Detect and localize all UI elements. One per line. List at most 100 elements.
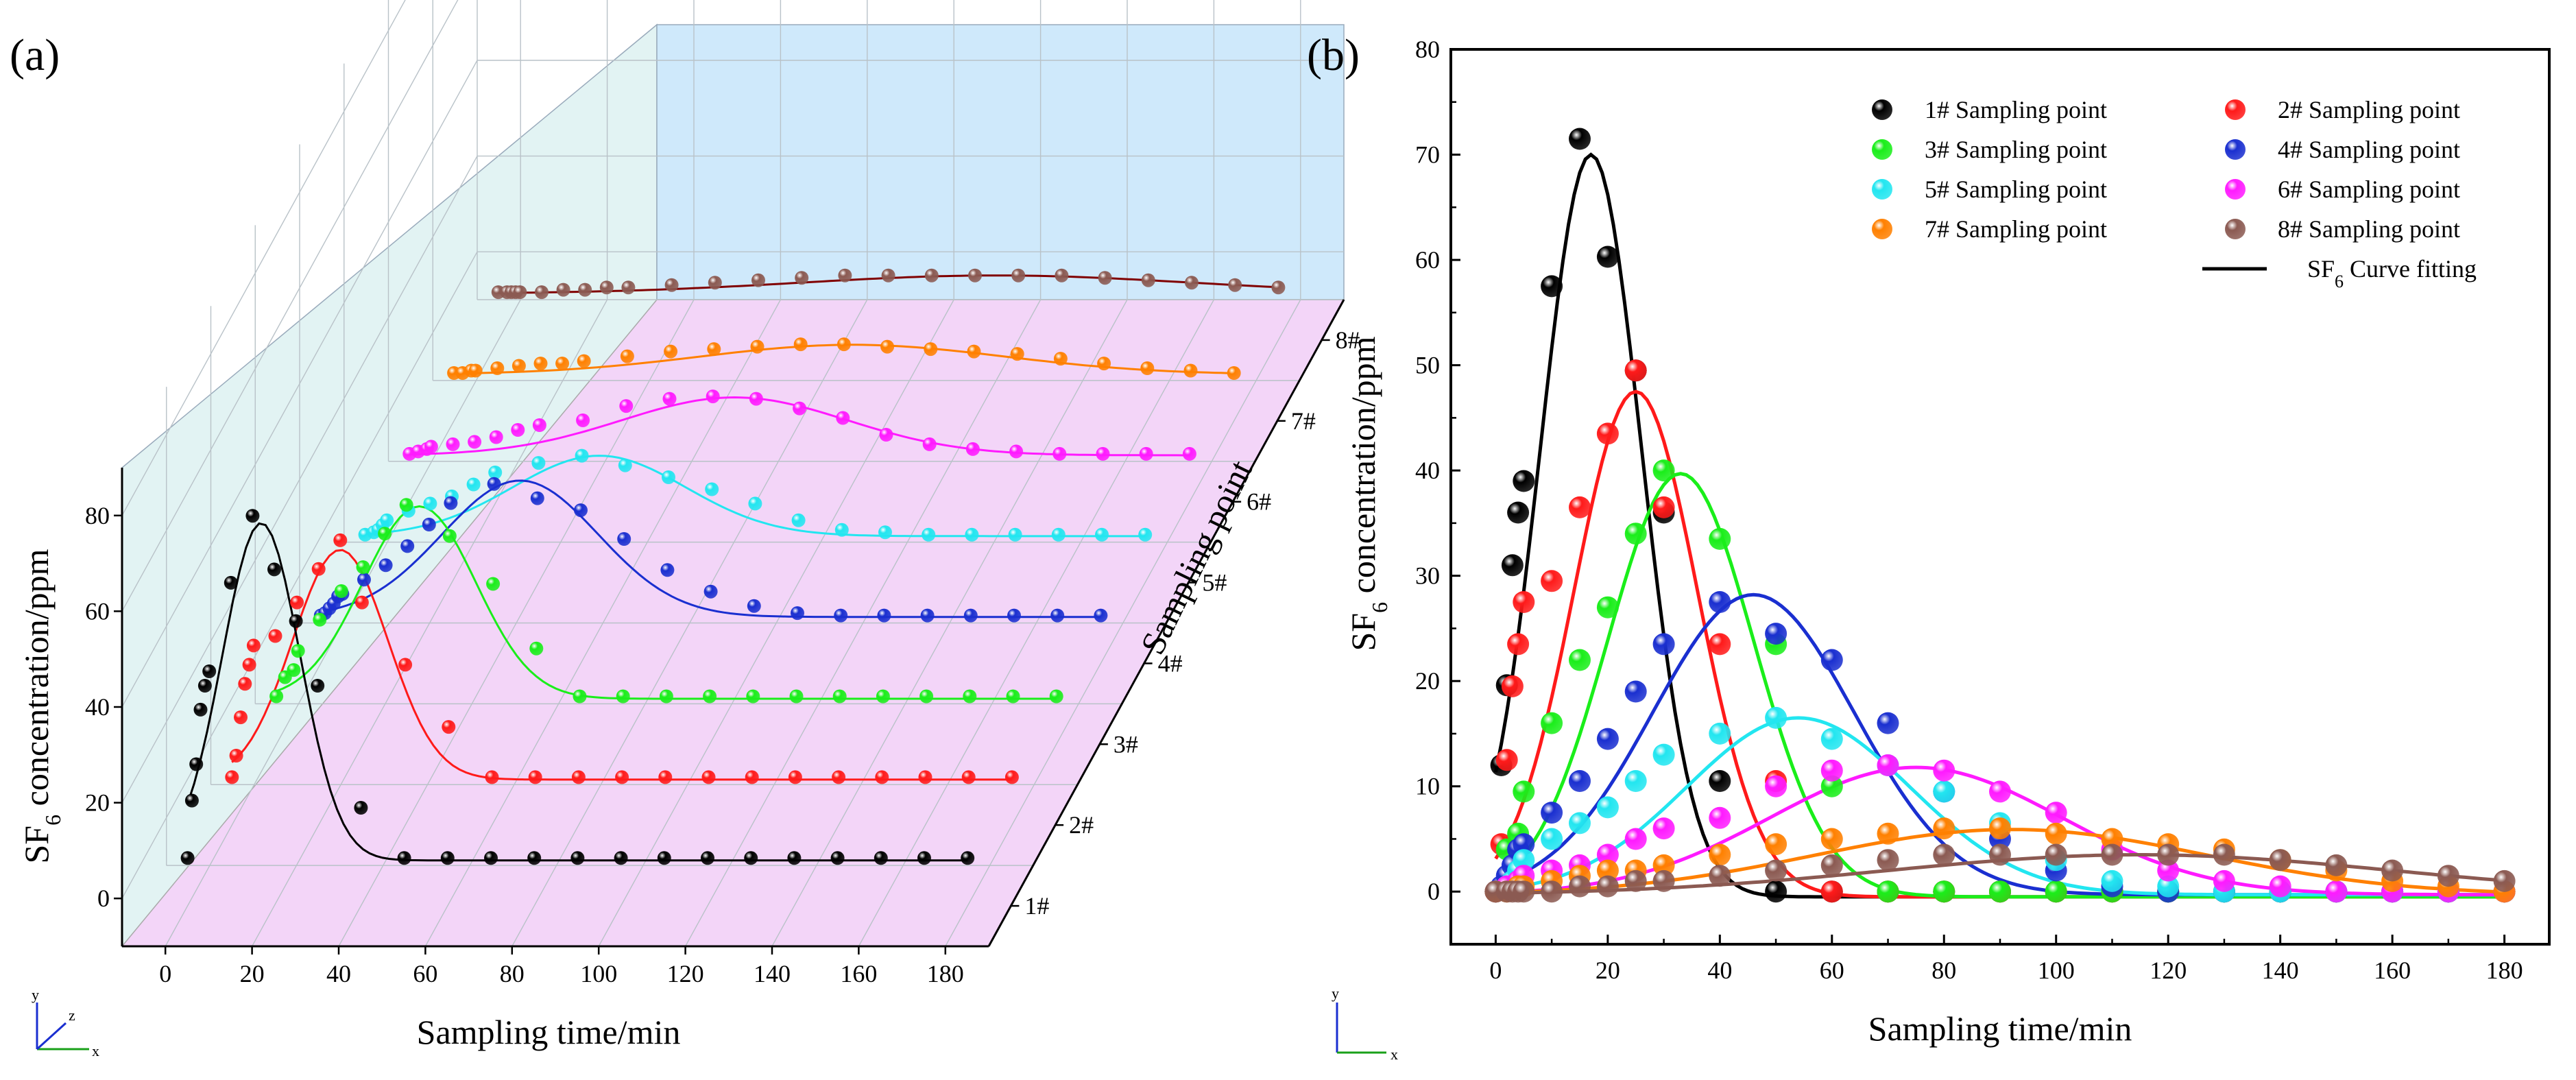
data-point-b-2# [1541, 570, 1563, 592]
data-point-b-6# [1820, 759, 1843, 782]
data-point-a-1# [570, 851, 585, 865]
x-tick-label-a: 140 [754, 960, 791, 987]
data-point-a-3# [616, 689, 630, 704]
data-point-a-8# [1185, 276, 1199, 290]
data-point-b-3# [1541, 712, 1563, 734]
x-tick-label-a: 120 [667, 960, 704, 987]
data-point-a-3# [789, 689, 804, 704]
x-tick-label-a: 20 [240, 960, 265, 987]
data-point-a-1# [193, 702, 208, 717]
data-point-b-4# [1513, 833, 1535, 856]
data-point-a-2# [1004, 770, 1019, 784]
data-point-b-7# [1877, 822, 1899, 845]
y-axis-title-b: SF6 concentration/ppm [1344, 336, 1392, 651]
data-point-a-6# [1139, 446, 1153, 461]
data-point-b-1# [1709, 770, 1731, 792]
data-point-b-3# [1877, 880, 1899, 903]
data-point-a-8# [1011, 268, 1026, 283]
data-point-a-6# [706, 389, 720, 404]
data-point-b-8# [1569, 875, 1591, 898]
data-point-a-3# [356, 560, 370, 575]
data-point-b-8# [1877, 849, 1899, 872]
data-point-b-2# [1501, 675, 1524, 697]
data-point-a-2# [242, 658, 256, 672]
data-point-a-6# [1182, 446, 1196, 461]
data-point-a-5# [705, 482, 719, 496]
data-point-a-7# [1140, 361, 1155, 375]
data-point-b-6# [1877, 754, 1899, 776]
data-point-b-8# [2213, 843, 2235, 866]
data-point-a-3# [313, 612, 327, 627]
scatter-points-b [1484, 128, 2516, 903]
x-axis-title-a: Sampling time/min [417, 1013, 681, 1051]
data-point-b-5# [1765, 706, 1787, 729]
data-point-a-6# [489, 430, 503, 444]
z-tick-label-a: 4# [1158, 649, 1183, 677]
data-point-b-4# [1877, 712, 1899, 734]
y-tick-label-a: 60 [85, 597, 110, 625]
data-point-a-2# [528, 770, 542, 784]
y-axis-title-b-sf: SF [1344, 613, 1382, 651]
data-point-a-1# [787, 851, 802, 865]
x-tick-label-a: 0 [159, 960, 171, 987]
data-point-a-3# [963, 689, 977, 704]
y-tick-label-b: 20 [1415, 667, 1440, 695]
x-tick-label-a: 180 [927, 960, 964, 987]
data-point-b-6# [1596, 843, 1619, 866]
data-point-b-8# [2269, 849, 2291, 872]
data-point-a-1# [202, 664, 217, 678]
z-tick-label-a: 1# [1024, 892, 1049, 920]
data-point-a-4# [357, 573, 371, 587]
data-point-a-2# [398, 658, 413, 672]
data-point-b-5# [1652, 743, 1675, 766]
data-point-a-7# [924, 342, 938, 357]
axis-orientation-icon-a: y z x [32, 986, 99, 1059]
x-tick-label-a: 100 [580, 960, 617, 987]
data-point-a-3# [399, 498, 413, 512]
data-point-a-6# [662, 392, 677, 406]
legend-b: 1# Sampling point 2# Sampling point 3# Sam… [1872, 96, 2477, 291]
legend-label-6: 6# Sampling point [2278, 176, 2460, 203]
data-point-b-6# [1652, 817, 1675, 840]
data-point-a-5# [1138, 527, 1153, 542]
data-point-a-1# [245, 509, 260, 523]
y-tick-label-b: 60 [1415, 246, 1440, 274]
data-point-a-2# [701, 770, 716, 784]
legend-fit-rest: Curve fitting [2344, 255, 2477, 283]
data-point-a-4# [920, 608, 935, 623]
data-point-a-7# [1183, 363, 1198, 378]
legend-fit-label: SF6 Curve fitting [2307, 255, 2477, 291]
data-point-a-8# [1228, 278, 1242, 292]
x-axis-title-b: Sampling time/min [1868, 1009, 2132, 1048]
data-point-b-2# [1513, 591, 1535, 613]
x-tick-label-a: 60 [413, 960, 437, 987]
legend-label-1: 1# Sampling point [1925, 96, 2107, 123]
x-tick-label-b: 20 [1596, 957, 1620, 984]
data-point-a-8# [1055, 268, 1069, 283]
data-point-b-6# [1989, 780, 2011, 803]
data-point-b-1# [1765, 880, 1787, 903]
data-point-a-2# [238, 677, 252, 691]
data-point-b-4# [1820, 649, 1843, 671]
data-point-a-2# [485, 770, 499, 784]
data-point-b-1# [1541, 275, 1563, 298]
legend-label-4: 4# Sampling point [2278, 136, 2460, 163]
data-point-a-3# [269, 689, 284, 704]
data-point-a-6# [1096, 446, 1110, 461]
data-point-a-2# [615, 770, 629, 784]
y-axis-title-a: SF6 concentration/ppm [17, 549, 65, 863]
data-point-b-4# [1765, 623, 1787, 645]
data-point-a-5# [423, 496, 437, 511]
x-tick-label-a: 80 [500, 960, 525, 987]
data-point-a-6# [532, 418, 546, 432]
data-point-b-7# [1933, 817, 1955, 840]
y-axis-title-b-sub: 6 [1367, 602, 1392, 613]
data-point-b-5# [1624, 770, 1647, 792]
data-point-a-2# [246, 638, 261, 653]
data-point-b-3# [1820, 775, 1843, 797]
data-point-a-3# [919, 689, 934, 704]
data-point-a-5# [662, 470, 675, 484]
data-point-a-3# [529, 641, 544, 656]
data-point-a-5# [1051, 527, 1066, 542]
data-point-a-6# [619, 399, 634, 413]
